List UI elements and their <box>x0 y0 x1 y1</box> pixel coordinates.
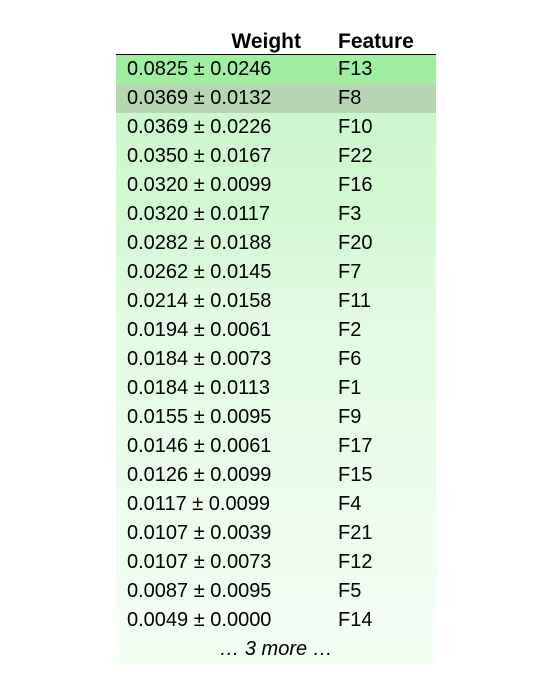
table-row: 0.0184 ± 0.0113 F1 <box>116 374 436 403</box>
table-row: 0.0087 ± 0.0095 F5 <box>116 577 436 606</box>
table-row: 0.0282 ± 0.0188 F20 <box>116 229 436 258</box>
feature-cell: F4 <box>338 493 362 515</box>
weight-cell: 0.0087 ± 0.0095 <box>127 580 272 602</box>
table-row: 0.0214 ± 0.0158 F11 <box>116 287 436 316</box>
feature-weights-table: Weight Feature 0.0825 ± 0.0246 F13 0.0369… <box>116 25 436 664</box>
feature-cell: F1 <box>338 377 362 399</box>
table-row: 0.0146 ± 0.0061 F17 <box>116 432 436 461</box>
weight-cell: 0.0184 ± 0.0113 <box>127 377 270 399</box>
weight-cell: 0.0282 ± 0.0188 <box>127 232 272 254</box>
table-row: 0.0320 ± 0.0117 F3 <box>116 200 436 229</box>
weight-cell: 0.0146 ± 0.0061 <box>127 435 272 457</box>
table-row: 0.0825 ± 0.0246 F13 <box>116 54 436 84</box>
feature-cell: F16 <box>338 174 373 196</box>
table-header-row: Weight Feature <box>116 25 436 55</box>
feature-cell: F21 <box>338 522 373 544</box>
weight-cell: 0.0369 ± 0.0226 <box>127 116 272 138</box>
feature-cell: F7 <box>338 261 362 283</box>
weight-cell: 0.0262 ± 0.0145 <box>127 261 272 283</box>
weight-cell: 0.0049 ± 0.0000 <box>127 609 272 631</box>
feature-cell: F12 <box>338 551 373 573</box>
weight-cell: 0.0214 ± 0.0158 <box>127 290 272 312</box>
weight-cell: 0.0184 ± 0.0073 <box>127 348 272 370</box>
weight-cell: 0.0320 ± 0.0117 <box>127 203 270 225</box>
feature-cell: F3 <box>338 203 362 225</box>
feature-cell: F20 <box>338 232 373 254</box>
feature-cell: F15 <box>338 464 373 486</box>
table-row: 0.0155 ± 0.0095 F9 <box>116 403 436 432</box>
table-row: 0.0117 ± 0.0099 F4 <box>116 490 436 519</box>
table-row: 0.0126 ± 0.0099 F15 <box>116 461 436 490</box>
feature-column-header: Feature <box>322 25 436 55</box>
table-row: 0.0262 ± 0.0145 F7 <box>116 258 436 287</box>
weight-cell: 0.0107 ± 0.0039 <box>127 522 272 544</box>
feature-cell: F14 <box>338 609 373 631</box>
more-features-row: … 3 more … <box>116 635 436 664</box>
weight-cell: 0.0825 ± 0.0246 <box>127 58 272 80</box>
weight-column-header: Weight <box>116 25 322 55</box>
feature-cell: F8 <box>338 87 362 109</box>
table-row: 0.0350 ± 0.0167 F22 <box>116 142 436 171</box>
feature-cell: F13 <box>338 58 373 80</box>
feature-cell: F17 <box>338 435 373 457</box>
table-row: 0.0049 ± 0.0000 F14 <box>116 606 436 635</box>
weight-cell: 0.0117 ± 0.0099 <box>127 493 270 515</box>
table-row: 0.0184 ± 0.0073 F6 <box>116 345 436 374</box>
feature-weights-table-container: Weight Feature 0.0825 ± 0.0246 F13 0.0369… <box>116 25 436 664</box>
weight-cell: 0.0126 ± 0.0099 <box>127 464 272 486</box>
table-row: 0.0107 ± 0.0039 F21 <box>116 519 436 548</box>
weight-cell: 0.0320 ± 0.0099 <box>127 174 272 196</box>
more-features-label: … 3 more … <box>116 635 436 664</box>
table-row: 0.0369 ± 0.0226 F10 <box>116 113 436 142</box>
table-row: 0.0107 ± 0.0073 F12 <box>116 548 436 577</box>
weight-cell: 0.0350 ± 0.0167 <box>127 145 272 167</box>
weight-cell: 0.0194 ± 0.0061 <box>127 319 272 341</box>
feature-cell: F9 <box>338 406 362 428</box>
weight-cell: 0.0369 ± 0.0132 <box>127 87 272 109</box>
table-row: 0.0369 ± 0.0132 F8 <box>116 84 436 113</box>
feature-cell: F6 <box>338 348 362 370</box>
feature-cell: F22 <box>338 145 373 167</box>
feature-cell: F2 <box>338 319 362 341</box>
table-body: 0.0825 ± 0.0246 F13 0.0369 ± 0.0132 F8 0.0… <box>116 54 436 664</box>
table-row: 0.0320 ± 0.0099 F16 <box>116 171 436 200</box>
feature-cell: F10 <box>338 116 373 138</box>
weight-cell: 0.0107 ± 0.0073 <box>127 551 272 573</box>
weight-cell: 0.0155 ± 0.0095 <box>127 406 272 428</box>
feature-cell: F11 <box>338 290 371 312</box>
table-row: 0.0194 ± 0.0061 F2 <box>116 316 436 345</box>
feature-cell: F5 <box>338 580 362 602</box>
